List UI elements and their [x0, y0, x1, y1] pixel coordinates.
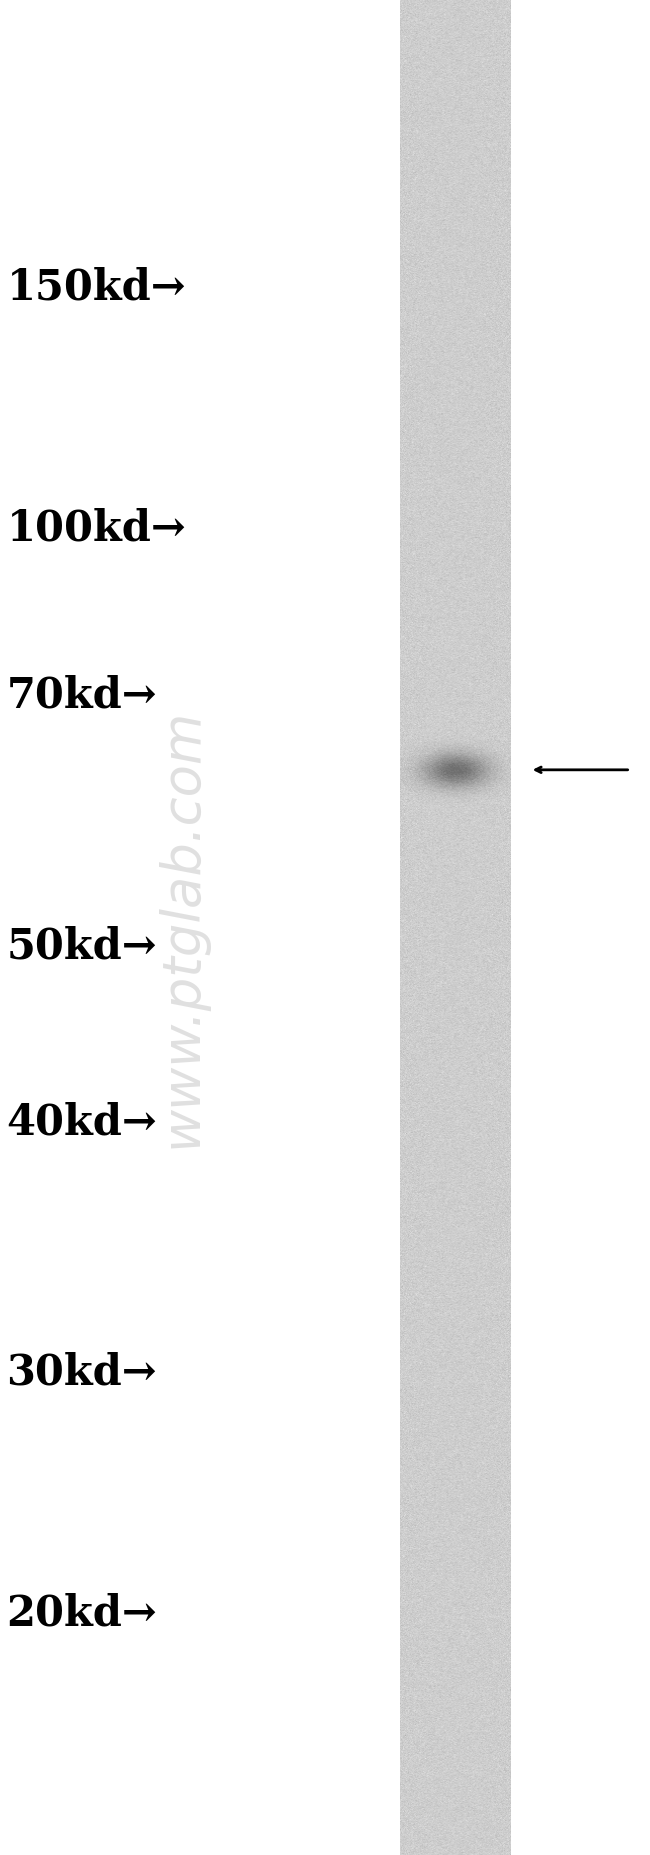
- Text: 40kd→: 40kd→: [6, 1102, 157, 1143]
- Text: 50kd→: 50kd→: [6, 926, 157, 966]
- Text: 100kd→: 100kd→: [6, 508, 187, 549]
- Text: 70kd→: 70kd→: [6, 675, 157, 716]
- Text: 150kd→: 150kd→: [6, 267, 186, 308]
- Text: 30kd→: 30kd→: [6, 1352, 157, 1393]
- Text: www.ptglab.com: www.ptglab.com: [156, 707, 208, 1148]
- Text: 20kd→: 20kd→: [6, 1593, 157, 1634]
